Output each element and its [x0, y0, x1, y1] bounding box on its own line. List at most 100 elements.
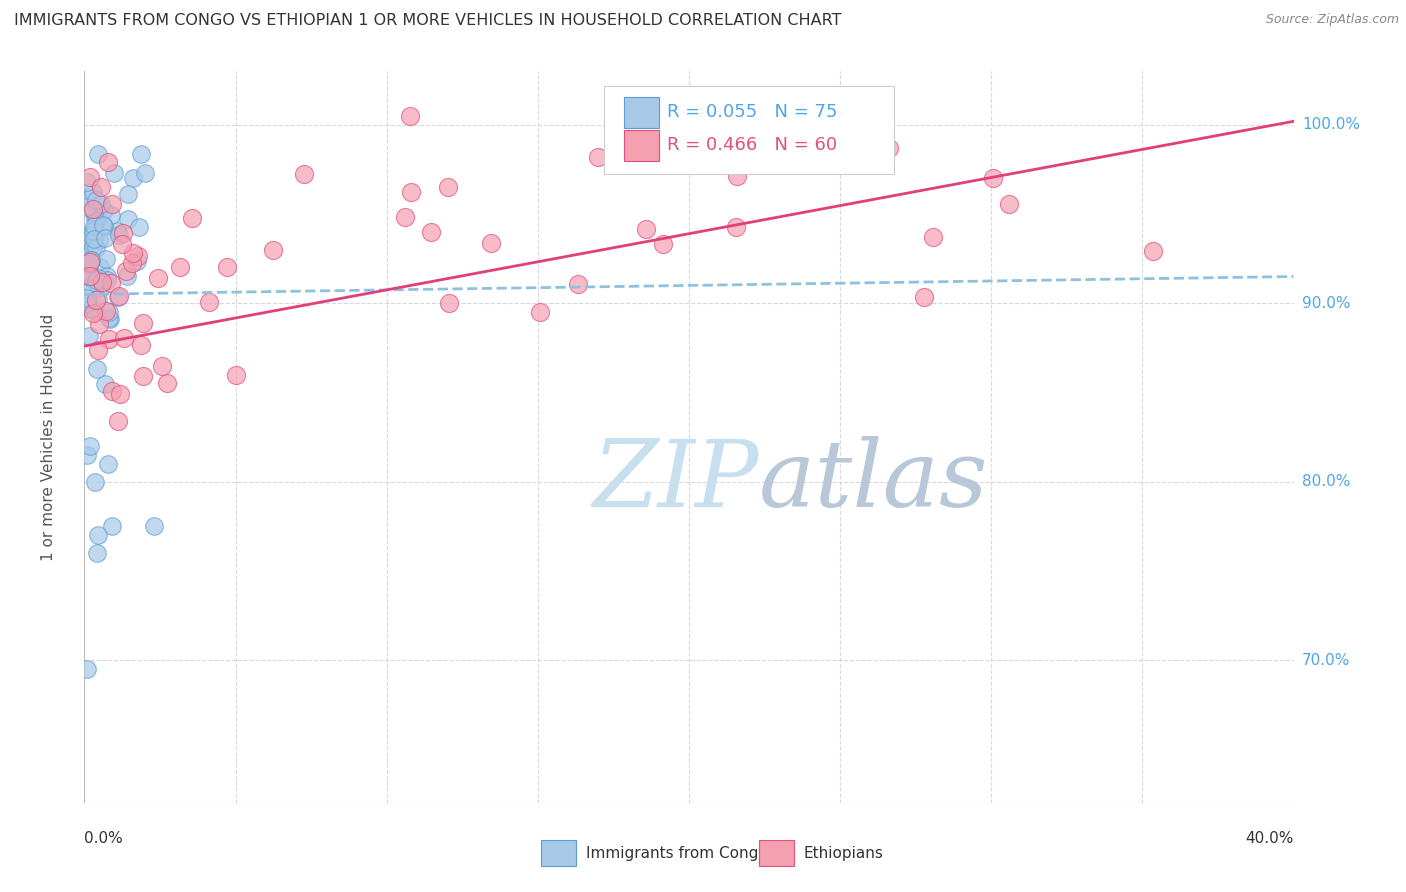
Point	[86, 211, 108, 226]
Point	[93, 219, 115, 233]
Point	[84, 214, 107, 228]
Point	[76, 249, 98, 263]
Point	[76, 291, 98, 305]
Point	[82, 224, 104, 238]
Point	[82, 225, 104, 239]
Point	[97, 332, 120, 346]
Point	[79, 191, 101, 205]
FancyBboxPatch shape	[605, 86, 894, 174]
Point	[922, 230, 945, 244]
Point	[420, 225, 443, 239]
Point	[90, 180, 112, 194]
Point	[998, 196, 1021, 211]
Point	[101, 196, 124, 211]
Text: 0.0%: 0.0%	[84, 830, 124, 846]
Point	[107, 414, 129, 428]
Point	[122, 171, 145, 186]
Point	[77, 270, 100, 285]
Point	[93, 202, 115, 217]
Point	[76, 662, 98, 676]
FancyBboxPatch shape	[624, 97, 659, 128]
Text: Source: ZipAtlas.com: Source: ZipAtlas.com	[1265, 13, 1399, 27]
Point	[96, 268, 118, 283]
Point	[98, 312, 121, 326]
Text: 1 or more Vehicles in Household: 1 or more Vehicles in Household	[41, 313, 56, 561]
Point	[79, 254, 101, 268]
Point	[87, 343, 110, 357]
Point	[76, 448, 98, 462]
Point	[76, 296, 98, 310]
Point	[121, 256, 143, 270]
Point	[83, 205, 105, 219]
Point	[217, 260, 239, 274]
Point	[96, 155, 118, 169]
Point	[77, 261, 100, 276]
Point	[97, 457, 120, 471]
Point	[83, 219, 105, 233]
Point	[84, 277, 107, 291]
Point	[76, 175, 98, 189]
Point	[108, 387, 131, 401]
Point	[125, 254, 148, 268]
Text: atlas: atlas	[759, 436, 988, 526]
Point	[91, 275, 114, 289]
Point	[76, 268, 98, 282]
Point	[634, 221, 657, 235]
Text: 100.0%: 100.0%	[1302, 118, 1360, 132]
Point	[912, 290, 935, 304]
Point	[146, 271, 169, 285]
Point	[89, 260, 111, 275]
Point	[292, 167, 315, 181]
Point	[90, 196, 112, 211]
Point	[181, 211, 204, 226]
Point	[87, 528, 110, 542]
FancyBboxPatch shape	[759, 840, 794, 866]
Point	[84, 193, 107, 207]
Text: R = 0.466   N = 60: R = 0.466 N = 60	[668, 136, 838, 154]
Point	[128, 220, 150, 235]
Point	[103, 166, 125, 180]
Point	[131, 337, 153, 351]
Point	[87, 233, 110, 247]
Point	[101, 384, 124, 398]
Text: 40.0%: 40.0%	[1246, 830, 1294, 846]
Point	[77, 298, 100, 312]
Point	[117, 269, 139, 284]
FancyBboxPatch shape	[541, 840, 576, 866]
Point	[83, 232, 105, 246]
Point	[114, 264, 136, 278]
Point	[94, 377, 117, 392]
Point	[79, 266, 101, 280]
Point	[121, 246, 143, 260]
Point	[82, 202, 104, 216]
Point	[100, 208, 122, 222]
Point	[79, 268, 101, 283]
Point	[77, 256, 100, 270]
Point	[90, 279, 112, 293]
Text: R = 0.055   N = 75: R = 0.055 N = 75	[668, 103, 838, 121]
Point	[91, 219, 114, 233]
Point	[79, 170, 101, 185]
Point	[169, 260, 191, 275]
Point	[100, 277, 122, 291]
Point	[107, 289, 129, 303]
Point	[97, 311, 120, 326]
Point	[79, 439, 101, 453]
Point	[262, 243, 284, 257]
Point	[82, 185, 104, 199]
Point	[84, 211, 107, 226]
Point	[132, 316, 155, 330]
Point	[437, 180, 460, 194]
Point	[225, 368, 247, 382]
Point	[877, 141, 900, 155]
Point	[156, 376, 179, 390]
Point	[127, 249, 149, 263]
Point	[97, 305, 120, 319]
Text: Immigrants from Congo: Immigrants from Congo	[586, 846, 768, 861]
Point	[197, 295, 219, 310]
Point	[150, 359, 173, 373]
Point	[117, 187, 139, 202]
Point	[86, 546, 108, 560]
Point	[77, 329, 100, 343]
Point	[94, 304, 117, 318]
